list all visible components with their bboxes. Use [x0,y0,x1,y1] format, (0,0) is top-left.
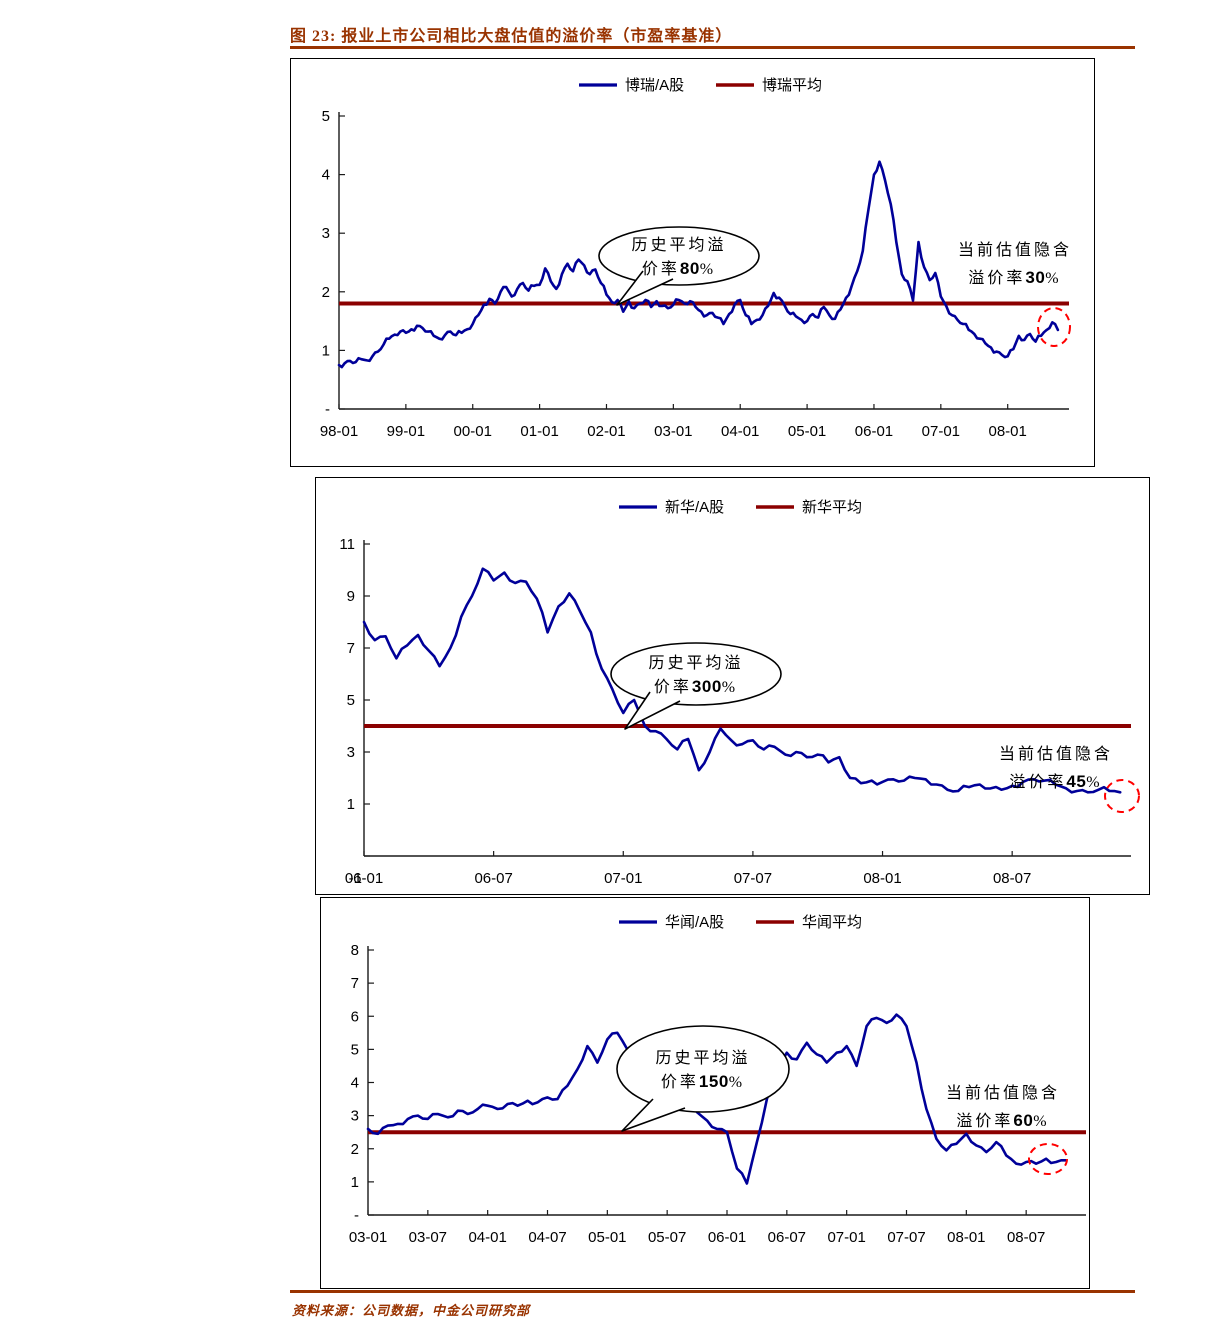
callout-bubble [616,1025,790,1113]
y-tick-label: 7 [347,640,355,657]
x-tick-label: 99-01 [387,423,425,440]
y-tick-label: 4 [351,1075,359,1092]
callout-bubble [598,226,760,286]
current-premium-note-line1: 当前估值隐含 [999,745,1113,763]
y-tick-label: 7 [351,975,359,992]
chart-svg: 华闻/A股 华闻平均 8 7 6 5 4 3 2 1 - 03-01 03-07 04-01 04-07 05… [349,914,1086,1246]
end-marker-circle [1104,779,1140,813]
legend-average-label: 博瑞平均 [762,77,822,94]
x-tick-label: 05-01 [788,423,826,440]
x-tick-label: 03-01 [654,423,692,440]
x-tick-label: 07-07 [887,1229,925,1246]
y-tick-label: 5 [322,108,330,125]
y-tick-label: 2 [322,284,330,301]
y-tick-label: 2 [351,1141,359,1158]
y-tick-label: 6 [351,1008,359,1025]
callout-bubble [610,642,782,706]
series-line [337,160,1060,369]
y-tick-label: 4 [322,167,330,184]
y-tick-label: 5 [347,692,355,709]
legend-series-label: 博瑞/A股 [625,77,684,94]
x-tick-label: 05-01 [588,1229,626,1246]
x-tick-label: 08-07 [993,870,1031,887]
x-tick-label: 07-01 [604,870,642,887]
x-tick-label: 07-01 [827,1229,865,1246]
series-line [362,567,1122,794]
current-premium-note-line2: 溢价率60% [956,1111,1049,1130]
y-tick-label: 1 [322,342,330,359]
x-tick-label: 05-07 [648,1229,686,1246]
x-tick-label: 08-01 [989,423,1027,440]
end-marker-circle [1037,307,1071,347]
series-line [366,1013,1068,1185]
callout-tail [624,691,681,730]
x-tick-label: 98-01 [320,423,358,440]
title-rule [290,46,1135,49]
current-premium-note-line2: 溢价率45% [1009,772,1102,791]
y-tick-label: -1 [349,870,362,887]
current-premium-note-line2: 溢价率30% [968,268,1061,287]
x-tick-label: 07-07 [734,870,772,887]
y-tick-label: 9 [347,588,355,605]
y-tick-label: 11 [339,536,355,553]
x-tick-label: 08-01 [947,1229,985,1246]
callout-tail [621,1098,686,1132]
x-tick-label: 06-01 [708,1229,746,1246]
x-tick-label: 03-07 [409,1229,447,1246]
current-premium-note-line1: 当前估值隐含 [946,1084,1060,1102]
legend-average-label: 华闻平均 [802,914,862,931]
y-tick-label: - [325,401,330,418]
y-tick-label: - [354,1207,359,1224]
x-tick-label: 03-01 [349,1229,387,1246]
legend-series-label: 华闻/A股 [665,914,724,931]
current-premium-note-line1: 当前估值隐含 [958,241,1072,259]
x-tick-label: 06-01 [345,870,383,887]
figure-title: 图 23: 报业上市公司相比大盘估值的溢价率（市盈率基准） [290,28,733,45]
legend-average-label: 新华平均 [802,499,862,516]
y-tick-label: 3 [347,744,355,761]
x-tick-label: 04-01 [468,1229,506,1246]
chart-svg: 博瑞/A股 博瑞平均 5 4 3 2 1 - 98-01 99-01 00-01 01-01 02-01… [320,77,1072,440]
callout-text-line1: 历史平均溢 [631,236,726,254]
x-tick-label: 08-07 [1007,1229,1045,1246]
x-tick-label: 06-01 [855,423,893,440]
x-tick-label: 06-07 [768,1229,806,1246]
callout-tail [616,270,674,306]
callout-text-line1: 历史平均溢 [648,654,743,672]
callout-text-line1: 历史平均溢 [655,1049,750,1067]
chart-box-3: 华闻/A股 华闻平均 8 7 6 5 4 3 2 1 - 03-01 03-07 04-01 04-07 05… [320,897,1090,1289]
x-tick-label: 01-01 [520,423,558,440]
x-tick-label: 04-01 [721,423,759,440]
x-tick-label: 04-07 [528,1229,566,1246]
y-tick-label: 1 [351,1174,359,1191]
x-tick-label: 02-01 [587,423,625,440]
y-tick-label: 5 [351,1041,359,1058]
callout-text-line2: 价率300% [654,677,738,696]
callout-text-line2: 价率150% [661,1072,745,1091]
end-marker-circle [1028,1143,1068,1175]
y-tick-label: 1 [347,796,355,813]
x-tick-label: 08-01 [863,870,901,887]
chart-box-2: 新华/A股 新华平均 11 9 7 5 3 1 -1 06-01 06-07 07-01 07-07 08… [315,477,1150,895]
y-tick-label: 3 [351,1108,359,1125]
legend-series-label: 新华/A股 [665,499,724,516]
y-tick-label: 3 [322,225,330,242]
chart-svg: 新华/A股 新华平均 11 9 7 5 3 1 -106-01 06-07 07-01 07-07 08… [339,499,1140,887]
bottom-rule [290,1290,1135,1293]
x-tick-label: 06-07 [474,870,512,887]
callout-text-line2: 价率80% [642,259,716,278]
x-tick-label: 07-01 [922,423,960,440]
source-note: 资料来源：公司数据，中金公司研究部 [292,1303,531,1318]
x-tick-label: 00-01 [454,423,492,440]
chart-box-1: 博瑞/A股 博瑞平均 5 4 3 2 1 - 98-01 99-01 00-01 01-01 02-01… [290,58,1095,467]
y-tick-label: 8 [351,942,359,959]
